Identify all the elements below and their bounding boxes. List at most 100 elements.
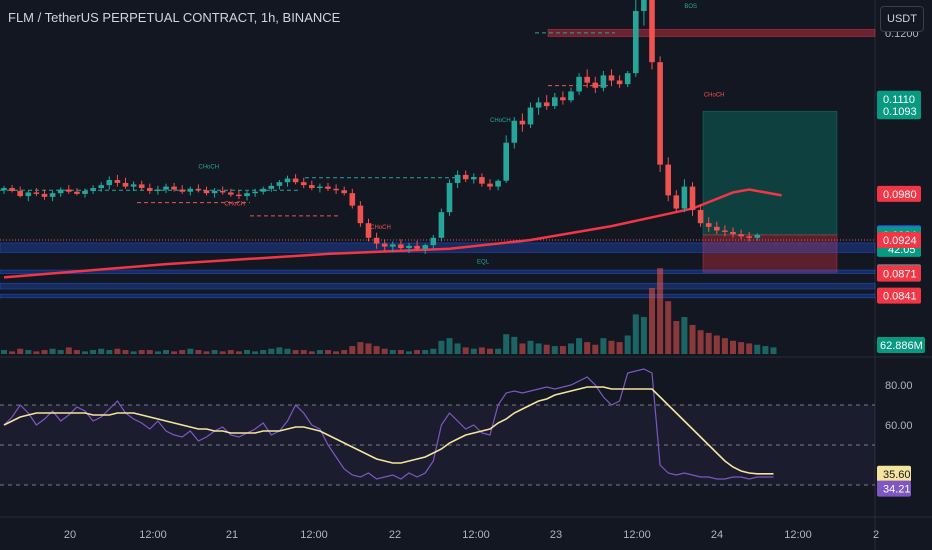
candle: [1, 188, 7, 191]
volume-bar: [406, 351, 412, 354]
volume-bar: [373, 346, 380, 354]
candle: [414, 245, 420, 249]
volume-bar: [171, 351, 178, 354]
candle: [592, 82, 599, 88]
time-axis-label: 12:00: [623, 529, 651, 541]
candle: [390, 244, 396, 247]
volume-bar: [454, 343, 461, 354]
volume-bar: [640, 317, 647, 354]
price-label: 0.0871: [883, 269, 917, 281]
volume-bar: [1, 350, 7, 354]
volume-bar: [235, 351, 242, 354]
volume-bar: [381, 348, 388, 354]
candle: [155, 189, 161, 191]
volume-bar: [559, 346, 566, 354]
volume-bar: [462, 347, 469, 354]
candle: [487, 183, 493, 187]
volume-bar: [721, 338, 728, 354]
volume-bar: [697, 330, 704, 354]
time-axis-label: 12:00: [784, 529, 812, 541]
volume-bar: [738, 342, 745, 354]
volume-bar: [9, 351, 16, 354]
candle: [309, 185, 315, 189]
volume-bar: [365, 343, 372, 354]
candle: [430, 237, 437, 246]
candle: [422, 245, 428, 249]
volume-bar: [470, 348, 477, 354]
price-label-box: [877, 265, 921, 282]
volume-bar: [268, 348, 275, 354]
candle: [349, 193, 356, 206]
volume-bar: [300, 350, 307, 354]
candle: [25, 192, 32, 197]
candle: [187, 188, 194, 192]
currency-button[interactable]: USDT: [880, 6, 924, 32]
candle: [276, 182, 283, 186]
candle: [317, 186, 323, 189]
price-label: 0.1093: [883, 106, 917, 118]
candle: [722, 230, 728, 232]
candle: [535, 102, 542, 108]
volume-bar: [325, 350, 331, 354]
volume-bar: [284, 348, 291, 354]
volume-bar: [446, 338, 453, 354]
zone-demand: [0, 282, 876, 290]
candle: [33, 192, 40, 194]
time-axis-label: 23: [550, 529, 562, 541]
candle: [219, 190, 226, 193]
candle: [633, 10, 639, 74]
volume-label-box: [877, 337, 925, 353]
volume-bar: [260, 350, 267, 354]
volume-bar: [430, 348, 437, 354]
candle: [495, 180, 501, 187]
rsi-label-box: [877, 480, 911, 497]
volume-bar: [154, 351, 161, 354]
rsi-ma-label: 35.60: [883, 469, 911, 481]
volume-bar: [511, 336, 518, 354]
price-label: 0.1110: [883, 94, 915, 106]
volume-bar: [681, 317, 688, 354]
candle: [357, 205, 364, 224]
volume-bar: [632, 314, 639, 354]
volume-bar: [211, 350, 218, 354]
volume-bar: [422, 350, 429, 354]
candle: [543, 102, 550, 107]
price-label-box: [877, 185, 921, 202]
volume-bar: [25, 350, 32, 354]
volume-bar: [551, 346, 558, 354]
candle: [608, 75, 615, 81]
volume-bar: [713, 335, 720, 354]
structure-label: EQL: [477, 259, 490, 265]
volume-bar: [195, 350, 202, 354]
zone-demand: [0, 269, 876, 274]
time-axis-label: 2: [873, 529, 879, 541]
candle: [106, 180, 113, 186]
volume-bar: [689, 324, 696, 354]
candle: [568, 91, 574, 101]
volume-bar: [600, 338, 607, 354]
structure-label: CHoCH: [224, 202, 245, 208]
candle: [163, 186, 169, 190]
rsi-line: [3, 368, 774, 480]
rsi-ma-label-box: [877, 465, 911, 482]
candle: [49, 193, 56, 197]
price-label-box: [877, 103, 921, 120]
candle: [730, 231, 736, 235]
candle: [624, 73, 631, 85]
volume-bar: [527, 340, 534, 354]
volume-bar: [754, 344, 761, 354]
volume-bar: [333, 351, 340, 354]
candle: [171, 186, 177, 190]
volume-bar: [316, 350, 323, 354]
candle: [649, 0, 655, 63]
candle: [398, 244, 404, 249]
candle: [560, 97, 566, 101]
candle: [689, 186, 696, 210]
candle: [406, 245, 412, 249]
volume-bar: [41, 350, 48, 354]
candle: [673, 195, 680, 209]
volume-bar: [98, 348, 105, 354]
volume-bar: [179, 350, 186, 354]
